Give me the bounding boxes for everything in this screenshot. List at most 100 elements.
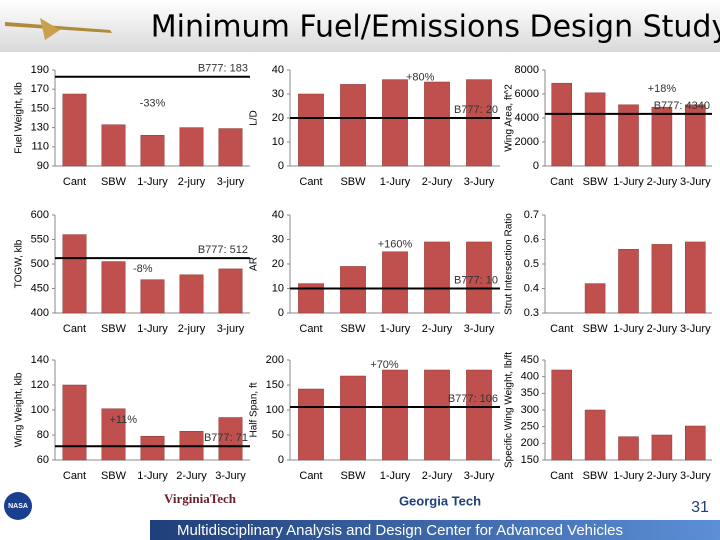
- y-tick-label: 80: [37, 429, 49, 441]
- bar: [466, 79, 492, 167]
- y-axis-label: Strut Intersection Ratio: [504, 213, 515, 315]
- header-band: [0, 0, 720, 52]
- y-tick-label: 8000: [515, 64, 539, 76]
- y-tick-label: 20: [272, 258, 284, 270]
- bar: [340, 84, 366, 167]
- y-tick-label: 50: [272, 429, 284, 441]
- x-tick-label: 3-Jury: [680, 323, 711, 335]
- y-tick-label: 0: [278, 454, 284, 466]
- y-tick-label: 400: [31, 307, 49, 319]
- x-tick-label: Cant: [63, 470, 86, 482]
- y-tick-label: 4000: [515, 112, 539, 124]
- y-axis-label: Fuel Weight, klb: [14, 82, 25, 154]
- y-tick-label: 150: [31, 102, 49, 114]
- y-tick-label: 60: [37, 454, 49, 466]
- y-tick-label: 30: [272, 88, 284, 100]
- x-tick-label: SBW: [583, 470, 609, 482]
- bar: [584, 409, 606, 461]
- y-tick-label: 10: [272, 282, 284, 294]
- x-tick-label: SBW: [340, 470, 366, 482]
- y-tick-label: 0.4: [524, 282, 539, 294]
- bar: [424, 81, 450, 167]
- bar: [140, 135, 165, 167]
- x-tick-label: 1-Jury: [137, 470, 168, 482]
- bar: [382, 251, 408, 314]
- bar: [651, 434, 673, 461]
- y-tick-label: 190: [31, 64, 49, 76]
- bar: [584, 283, 606, 314]
- x-tick-label: 1-Jury: [613, 176, 644, 188]
- reference-label: B777: 4340: [654, 100, 710, 112]
- bar: [466, 369, 492, 461]
- x-tick-label: 1-Jury: [380, 323, 411, 335]
- x-tick-label: 2-Jury: [422, 176, 453, 188]
- gt-logo: Georgia Tech: [399, 493, 481, 508]
- y-tick-label: 170: [31, 83, 49, 95]
- y-axis-label: Half Span, ft: [249, 382, 260, 437]
- x-tick-label: Cant: [550, 323, 573, 335]
- slide-title: Minimum Fuel/Emissions Design Study: [151, 10, 720, 45]
- y-tick-label: 500: [31, 258, 49, 270]
- bar: [551, 82, 572, 167]
- x-tick-label: Cant: [299, 323, 322, 335]
- x-tick-label: 1-Jury: [137, 176, 168, 188]
- x-tick-label: SBW: [340, 176, 366, 188]
- logo-text: NASA: [8, 503, 28, 510]
- x-tick-label: 3-Jury: [215, 470, 246, 482]
- y-tick-label: 400: [521, 371, 539, 383]
- x-tick-label: 1-Jury: [137, 323, 168, 335]
- bar: [62, 384, 87, 461]
- y-tick-label: 550: [31, 233, 49, 245]
- reference-label: B777: 71: [204, 432, 248, 444]
- y-tick-label: 300: [521, 404, 539, 416]
- bar: [101, 261, 126, 314]
- glider-logo: [5, 18, 112, 40]
- bar: [685, 241, 706, 314]
- y-tick-label: 250: [521, 421, 539, 433]
- y-tick-label: 2000: [515, 136, 539, 148]
- bar: [424, 241, 450, 314]
- bar: [618, 104, 639, 167]
- y-tick-label: 20: [272, 112, 284, 124]
- y-tick-label: 0.7: [524, 209, 539, 221]
- reference-label: B777: 183: [198, 63, 248, 75]
- bar: [618, 436, 639, 461]
- annotation: -33%: [140, 98, 166, 110]
- bar: [218, 268, 243, 314]
- bar: [382, 369, 408, 461]
- x-tick-label: SBW: [101, 323, 127, 335]
- bar: [179, 127, 204, 167]
- reference-label: B777: 106: [448, 393, 498, 405]
- bar: [298, 93, 324, 167]
- bar: [340, 375, 366, 461]
- x-tick-label: 3-Jury: [464, 176, 495, 188]
- y-tick-label: 0.3: [524, 307, 539, 319]
- bar: [101, 124, 126, 167]
- bar: [685, 104, 706, 167]
- y-tick-label: 90: [37, 160, 49, 172]
- x-tick-label: 3-jury: [217, 176, 245, 188]
- bar: [618, 249, 639, 314]
- bar: [340, 266, 366, 314]
- y-tick-label: 100: [266, 404, 284, 416]
- annotation: -8%: [133, 263, 153, 275]
- y-tick-label: 120: [31, 379, 49, 391]
- y-tick-label: 30: [272, 233, 284, 245]
- annotation: +160%: [378, 238, 413, 250]
- x-tick-label: 2-Jury: [647, 323, 678, 335]
- y-tick-label: 10: [272, 136, 284, 148]
- x-tick-label: 1-Jury: [380, 470, 411, 482]
- bar: [382, 79, 408, 167]
- x-tick-label: 2-Jury: [422, 470, 453, 482]
- x-tick-label: 3-Jury: [680, 470, 711, 482]
- x-tick-label: Cant: [550, 470, 573, 482]
- x-tick-label: 1-Jury: [613, 470, 644, 482]
- vt-logo: VirginiaTech: [164, 491, 237, 506]
- y-axis-label: Wing Weight, klb: [14, 372, 25, 447]
- bar: [651, 244, 673, 314]
- bar: [140, 436, 165, 461]
- reference-label: B777: 10: [454, 274, 498, 286]
- x-tick-label: Cant: [299, 176, 322, 188]
- annotation: +70%: [370, 359, 399, 371]
- bar: [584, 92, 606, 167]
